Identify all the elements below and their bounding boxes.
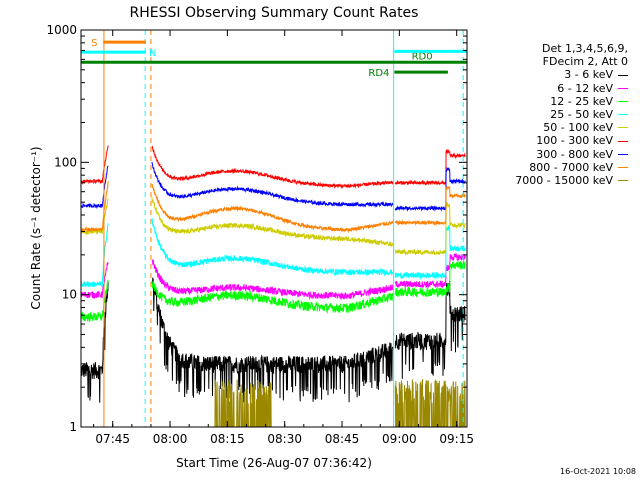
legend-swatch bbox=[618, 114, 628, 116]
flag-label-rd4: RD4 bbox=[368, 68, 389, 79]
legend-label: 12 - 25 keV bbox=[550, 94, 613, 108]
legend-swatch bbox=[618, 127, 628, 129]
y-tick-label-2: 10 bbox=[62, 288, 77, 302]
flag-label-rd0: RD0 bbox=[412, 51, 433, 62]
legend-label: 50 - 100 keV bbox=[543, 121, 613, 135]
plot-frame bbox=[80, 29, 468, 428]
legend-item-7: 300 - 800 keV bbox=[515, 148, 628, 161]
legend-label: 25 - 50 keV bbox=[550, 108, 613, 122]
y-axis-label: Count Rate (s⁻¹ detector⁻¹) bbox=[29, 146, 43, 309]
series-line-7 bbox=[80, 161, 466, 212]
legend-item-8: 800 - 7000 keV bbox=[515, 161, 628, 174]
legend-header-line-2: FDecim 2, Att 0 bbox=[542, 55, 628, 69]
series-line-9 bbox=[81, 379, 466, 428]
legend-item-2: 6 - 12 keV bbox=[515, 82, 628, 95]
legend: Det 1,3,4,5,6,9, FDecim 2, Att 0 3 - 6 k… bbox=[515, 42, 628, 187]
flag-label-s: S bbox=[91, 38, 97, 49]
x-tick-label-2: 08:00 bbox=[153, 432, 188, 446]
chart-title: RHESSI Observing Summary Count Rates bbox=[130, 5, 419, 21]
x-tick-label-5: 08:45 bbox=[325, 432, 360, 446]
legend-label: 100 - 300 keV bbox=[536, 134, 613, 148]
markers-layer bbox=[103, 30, 464, 427]
series-line-5 bbox=[80, 196, 466, 256]
x-axis-label: Start Time (26-Aug-07 07:36:42) bbox=[176, 456, 372, 470]
legend-item-1: 3 - 6 keV bbox=[515, 68, 628, 81]
legend-item-9: 7000 - 15000 keV bbox=[515, 174, 628, 187]
legend-swatch bbox=[618, 180, 628, 182]
legend-label: 7000 - 15000 keV bbox=[515, 174, 613, 188]
x-tick-label-1: 07:45 bbox=[95, 432, 130, 446]
legend-item-6: 100 - 300 keV bbox=[515, 134, 628, 147]
legend-label: 800 - 7000 keV bbox=[529, 160, 613, 174]
legend-item-4: 25 - 50 keV bbox=[515, 108, 628, 121]
legend-swatch bbox=[618, 140, 628, 142]
y-tick-label-3: 100 bbox=[54, 155, 77, 169]
flag-label-n: N bbox=[149, 48, 156, 59]
legend-label: 300 - 800 keV bbox=[536, 147, 613, 161]
legend-label: 6 - 12 keV bbox=[557, 81, 613, 95]
legend-swatch bbox=[618, 166, 628, 168]
x-tick-label-6: 09:00 bbox=[382, 432, 417, 446]
x-tick-label-3: 08:15 bbox=[210, 432, 245, 446]
series-line-6 bbox=[80, 145, 466, 190]
legend-swatch bbox=[618, 100, 628, 102]
legend-swatch bbox=[618, 153, 628, 155]
axes-layer: 07:45 08:00 08:15 08:30 08:45 09:00 09:15 1 10 10… bbox=[46, 23, 474, 446]
legend-label: 3 - 6 keV bbox=[564, 68, 613, 82]
series-layer bbox=[80, 145, 466, 428]
y-tick-label-4: 1000 bbox=[46, 23, 77, 37]
x-tick-label-4: 08:30 bbox=[267, 432, 302, 446]
legend-header-line-1: Det 1,3,4,5,6,9, bbox=[541, 42, 628, 55]
x-tick-label-7: 09:15 bbox=[439, 432, 474, 446]
legend-item-3: 12 - 25 keV bbox=[515, 95, 628, 108]
flags-layer: S N RD0 RD4 bbox=[81, 38, 467, 79]
legend-item-5: 50 - 100 keV bbox=[515, 121, 628, 134]
timestamp: 16-Oct-2021 10:08 bbox=[560, 467, 636, 476]
series-line-8 bbox=[80, 181, 466, 234]
y-tick-label-1: 1 bbox=[69, 420, 77, 434]
legend-swatch bbox=[618, 87, 628, 89]
legend-swatch bbox=[618, 74, 628, 76]
